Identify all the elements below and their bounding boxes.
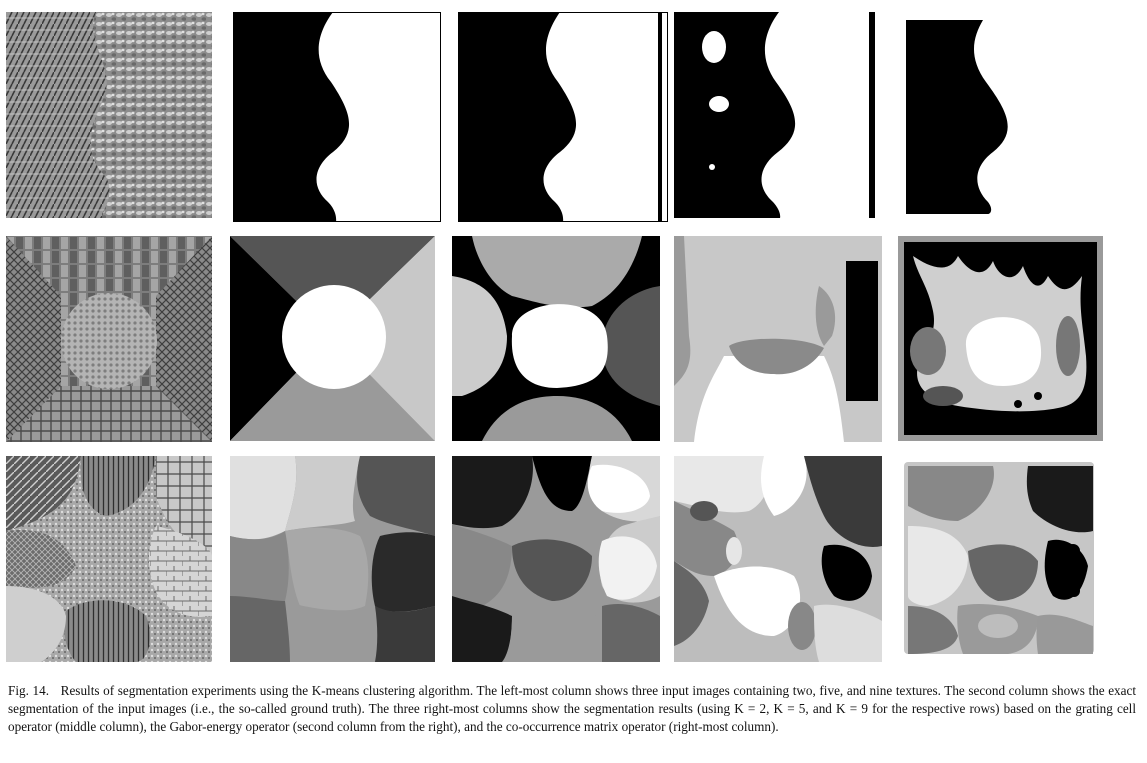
row2-grating-cell-result xyxy=(452,236,660,441)
row2-ground-truth xyxy=(230,236,435,441)
row3-cooccurrence-result xyxy=(898,456,1103,662)
row1-grating-cell-result xyxy=(458,12,668,222)
figure-label: Fig. 14. xyxy=(8,683,50,698)
figure-grid xyxy=(6,12,1104,662)
row1-input-texture xyxy=(6,12,212,218)
row3-ground-truth xyxy=(230,456,435,662)
figure-caption: Fig. 14. Results of segmentation experim… xyxy=(8,682,1136,736)
row3-input-texture xyxy=(6,456,212,662)
row3-gabor-energy-result xyxy=(674,456,882,662)
row2-cooccurrence-result xyxy=(898,236,1103,441)
row2-gabor-energy-result xyxy=(674,236,882,442)
row1-ground-truth xyxy=(233,12,441,222)
row1-cooccurrence-result xyxy=(898,12,1104,218)
row2-input-texture xyxy=(6,236,212,442)
row1-gabor-energy-result xyxy=(674,12,882,218)
figure-caption-text: Results of segmentation experiments usin… xyxy=(8,683,1137,734)
row3-grating-cell-result xyxy=(452,456,660,662)
